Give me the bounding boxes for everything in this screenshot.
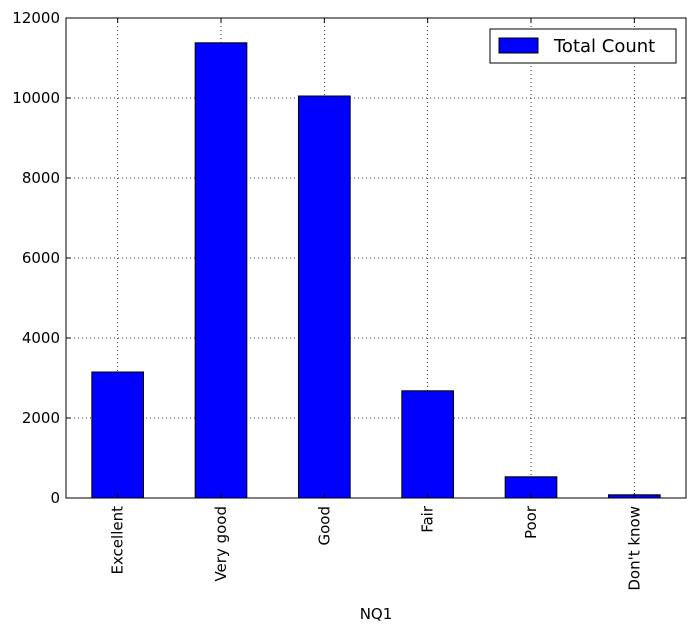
- x-tick-label: Excellent: [109, 506, 127, 575]
- legend: Total Count: [489, 28, 677, 64]
- x-tick-label: Don't know: [625, 506, 643, 591]
- y-tick-label: 4000: [22, 329, 60, 347]
- bar: [194, 42, 248, 499]
- grid-lines: [66, 17, 686, 499]
- legend-label: Total Count: [553, 36, 655, 57]
- x-tick-label: Very good: [212, 506, 230, 582]
- bar: [91, 371, 145, 499]
- bar: [298, 95, 351, 499]
- y-tick-label: 2000: [22, 409, 60, 427]
- bar: [401, 390, 455, 499]
- x-axis-title: NQ1: [360, 605, 393, 623]
- bars: [91, 42, 661, 499]
- x-axis: Excellent Very good Good Fair Poor Don't know: [109, 18, 643, 591]
- y-tick-label: 12000: [12, 9, 60, 27]
- y-axis: 0 2000 4000 6000 8000 10000 12000: [12, 9, 686, 507]
- x-tick-label: Poor: [522, 505, 540, 539]
- x-tick-label: Fair: [419, 505, 437, 533]
- y-tick-label: 0: [50, 489, 60, 507]
- x-tick-label: Good: [315, 506, 333, 546]
- y-tick-label: 6000: [22, 249, 60, 267]
- y-tick-label: 8000: [22, 169, 60, 187]
- legend-swatch: [498, 37, 539, 54]
- y-tick-label: 10000: [12, 89, 60, 107]
